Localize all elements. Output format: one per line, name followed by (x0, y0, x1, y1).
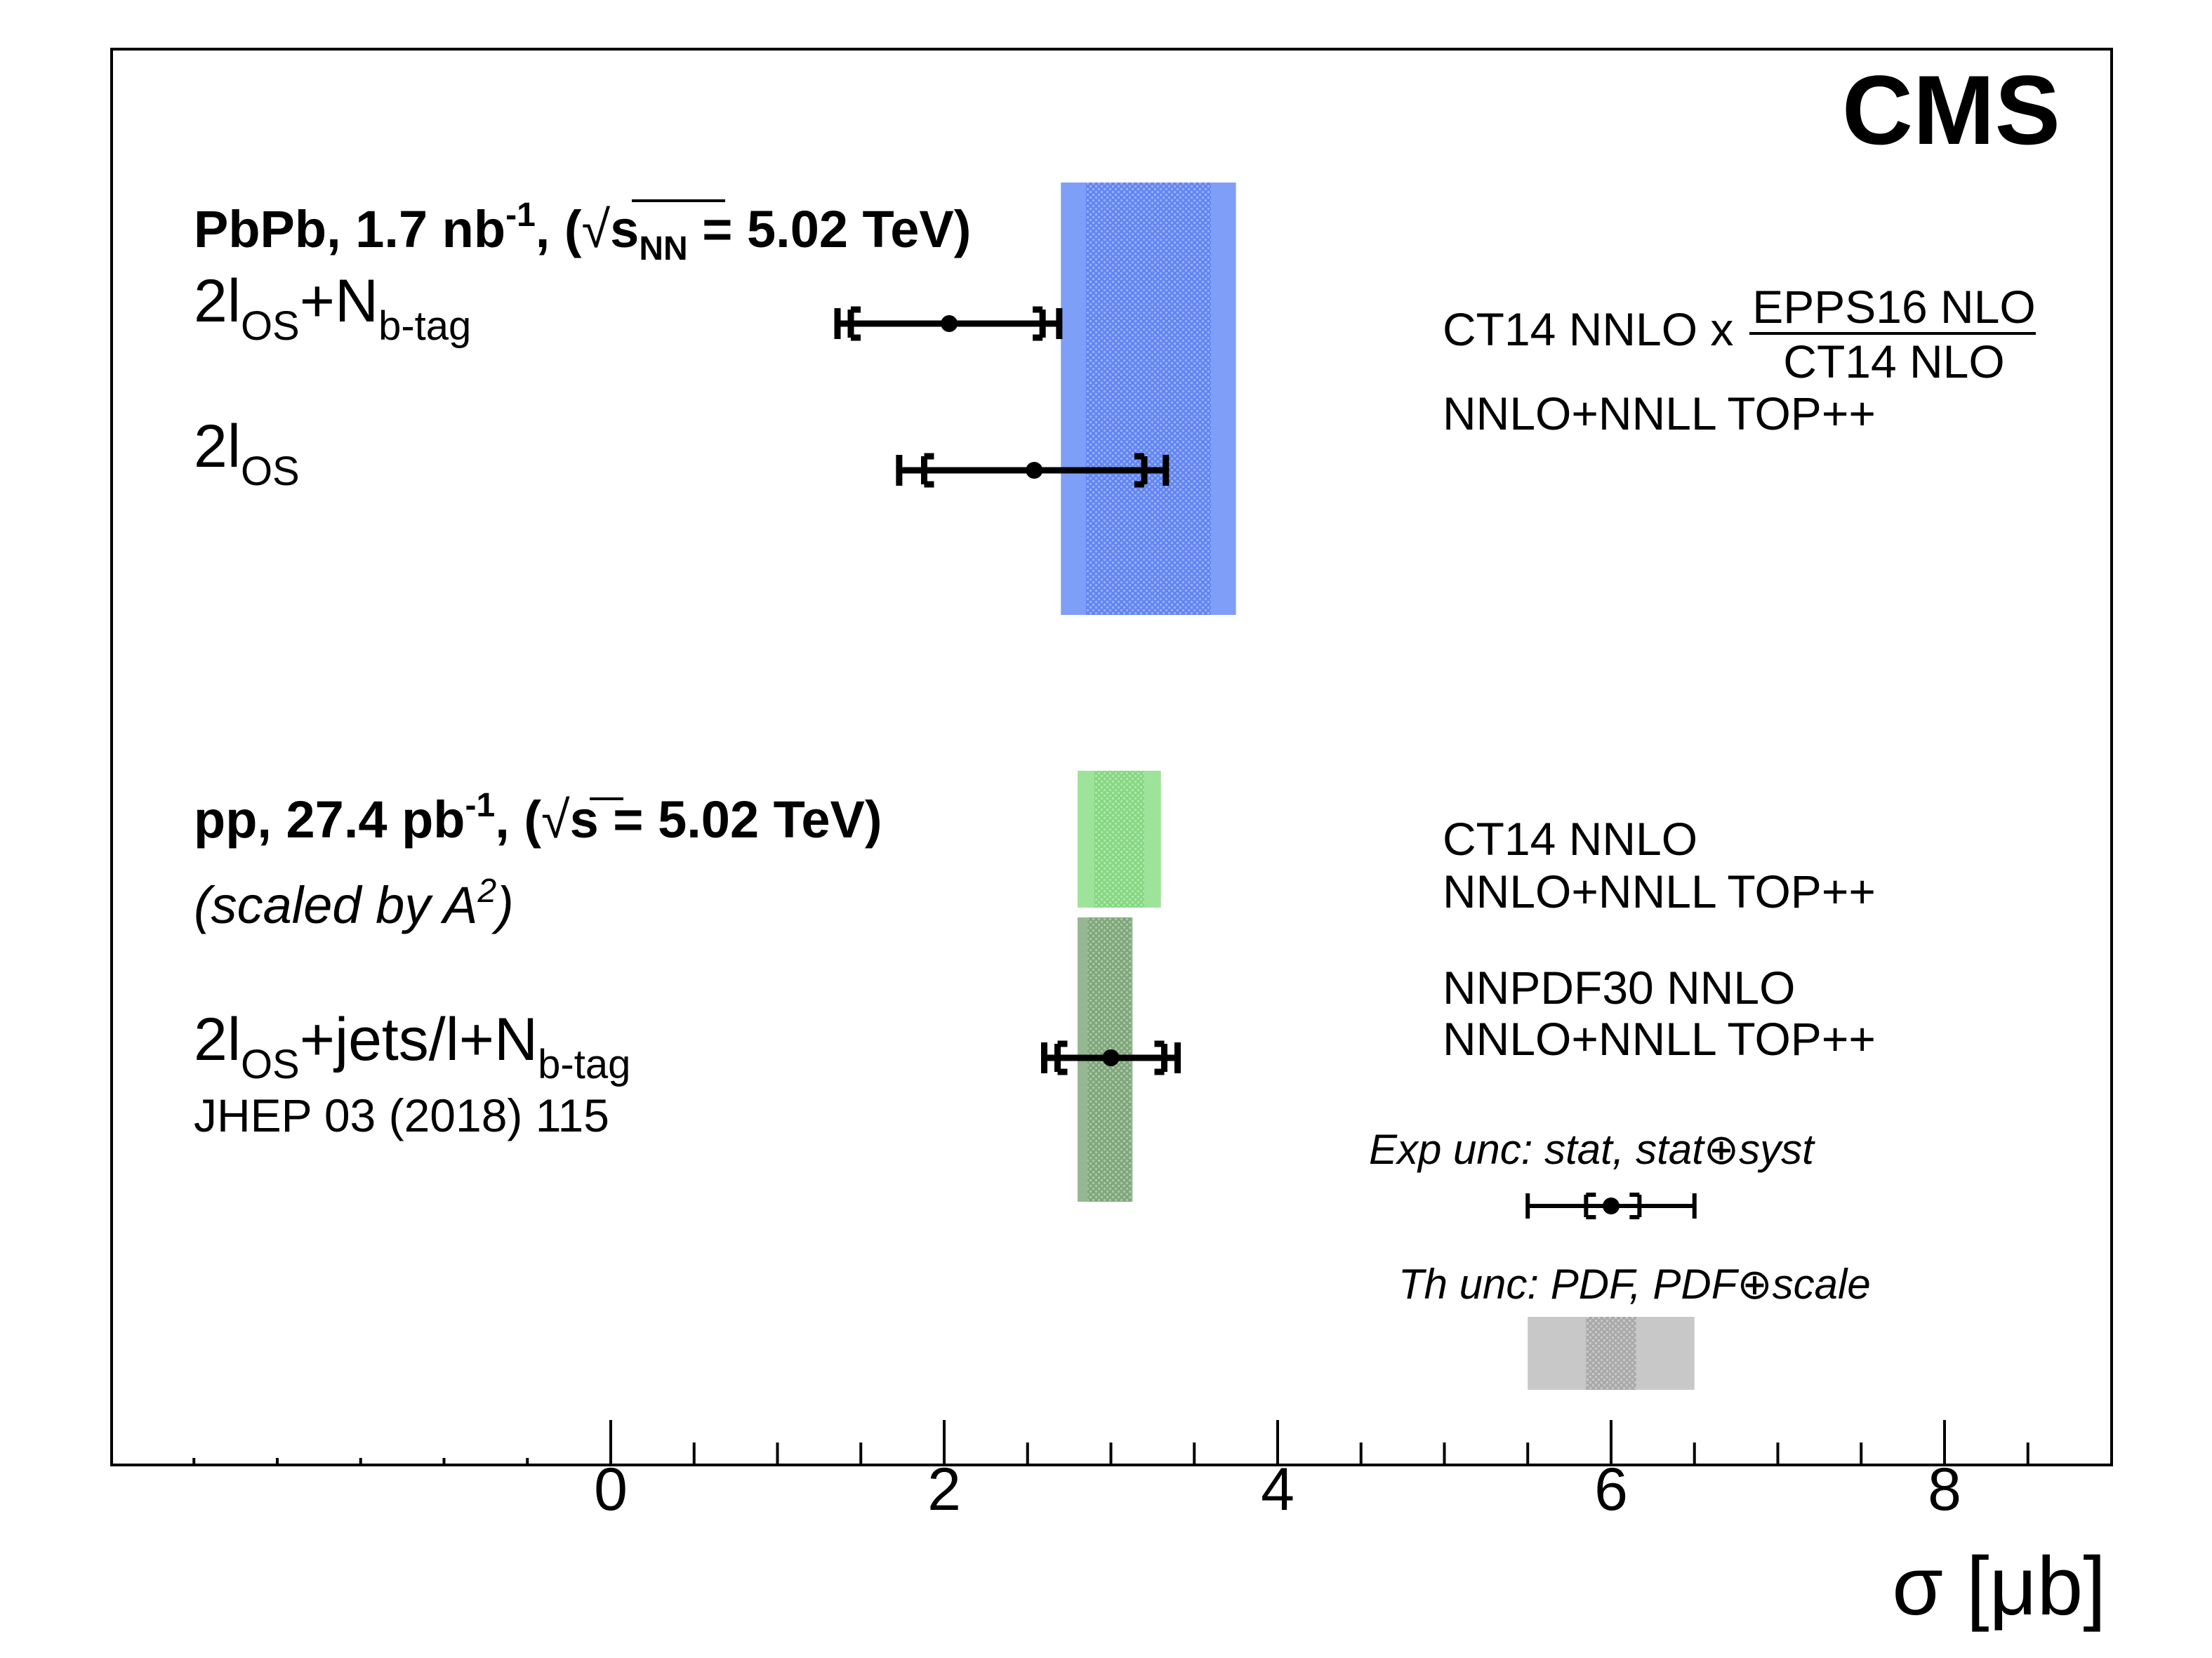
x-tick-label: 4 (1261, 1456, 1294, 1523)
central-value-marker (1102, 1049, 1120, 1066)
central-value-marker (1026, 462, 1043, 479)
pp-scaled-note: (scaled by A2) (194, 873, 514, 934)
legend-exp-label: Exp unc: stat, stat⊕syst (1369, 1126, 1815, 1173)
pp-header: pp, 27.4 pb-1, (√s = 5.02 TeV) (194, 787, 882, 849)
reference-label: JHEP 03 (2018) 115 (194, 1089, 609, 1141)
pbpb-theory-band-pdf-hatch (1085, 183, 1211, 615)
x-axis-ticks (192, 1420, 2029, 1464)
x-tick-label: 0 (594, 1456, 628, 1523)
x-tick-label: 8 (1928, 1456, 1961, 1523)
label-2los-jets-nbtag: 2lOS+jets/l+Nb-tag (194, 1006, 630, 1087)
ct14-band-pdf-hatch (1094, 771, 1144, 908)
measurement-2los (896, 453, 1170, 488)
cms-label: CMS (1842, 55, 2060, 165)
pbpb-header: PbPb, 1.7 nb-1, (√sNN = 5.02 TeV) (194, 197, 971, 267)
measurement-pp-2los-jets (1041, 1040, 1181, 1075)
legend-th-band-pdf-hatch (1586, 1317, 1636, 1390)
label-2los-nbtag: 2lOS+Nb-tag (194, 267, 471, 349)
x-tick-label: 6 (1594, 1456, 1628, 1523)
theory-nnpdf: NNPDF30 NNLO (1443, 962, 1795, 1014)
theory-ratio-numerator: EPPS16 NLO (1752, 281, 2036, 333)
theory-top-line-3: NNLO+NNLL TOP++ (1443, 1013, 1876, 1065)
theory-ratio-denominator: CT14 NLO (1783, 336, 2004, 387)
theory-ct14: CT14 NNLO (1443, 813, 1697, 865)
central-value-marker (1603, 1198, 1620, 1214)
plot-frame (110, 48, 2113, 1466)
x-axis-title: σ [μb] (1892, 1540, 2106, 1633)
theory-top-line-1: NNLO+NNLL TOP++ (1443, 387, 1876, 439)
theory-ct14-prefix: CT14 NNLO x (1443, 303, 1733, 355)
legend-th-label: Th unc: PDF, PDF⊕scale (1398, 1261, 1871, 1308)
legend-exp-errorbar (1525, 1193, 1697, 1219)
x-tick-label: 2 (927, 1456, 961, 1523)
theory-top-line-2: NNLO+NNLL TOP++ (1443, 866, 1876, 917)
label-2los: 2lOS (194, 413, 300, 494)
central-value-marker (941, 315, 958, 332)
measurement-2los-nbtag (834, 306, 1063, 341)
